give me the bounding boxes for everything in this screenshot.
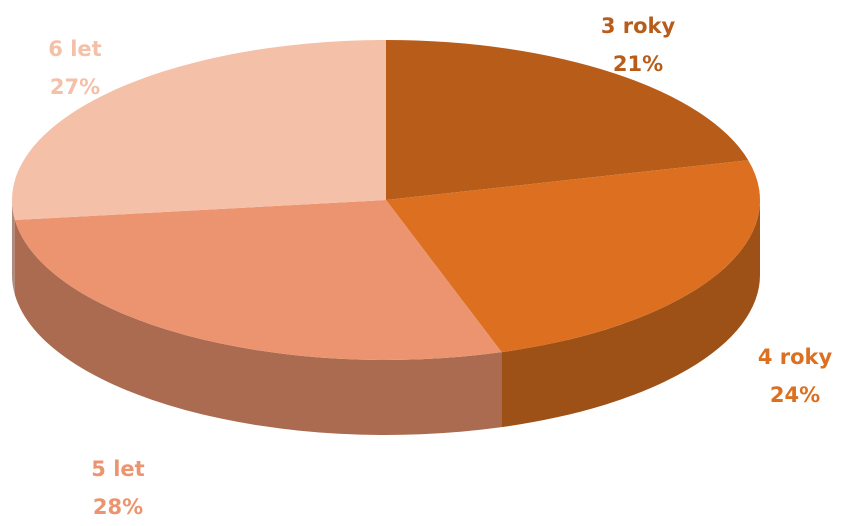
value-label: 21% bbox=[613, 52, 663, 76]
pie-side bbox=[12, 200, 15, 296]
pie-side bbox=[14, 220, 502, 435]
category-label: 6 let bbox=[48, 37, 101, 61]
pie-slice bbox=[386, 40, 749, 200]
category-label: 3 roky bbox=[601, 14, 676, 38]
pie-side bbox=[501, 200, 761, 428]
value-label: 27% bbox=[50, 75, 100, 99]
pie-slice bbox=[14, 200, 502, 360]
value-label: 28% bbox=[93, 495, 143, 519]
pie-slice bbox=[386, 160, 760, 353]
value-label: 24% bbox=[770, 383, 820, 407]
category-label: 4 roky bbox=[758, 345, 833, 369]
category-label: 5 let bbox=[91, 457, 144, 481]
pie-slice bbox=[11, 40, 386, 221]
